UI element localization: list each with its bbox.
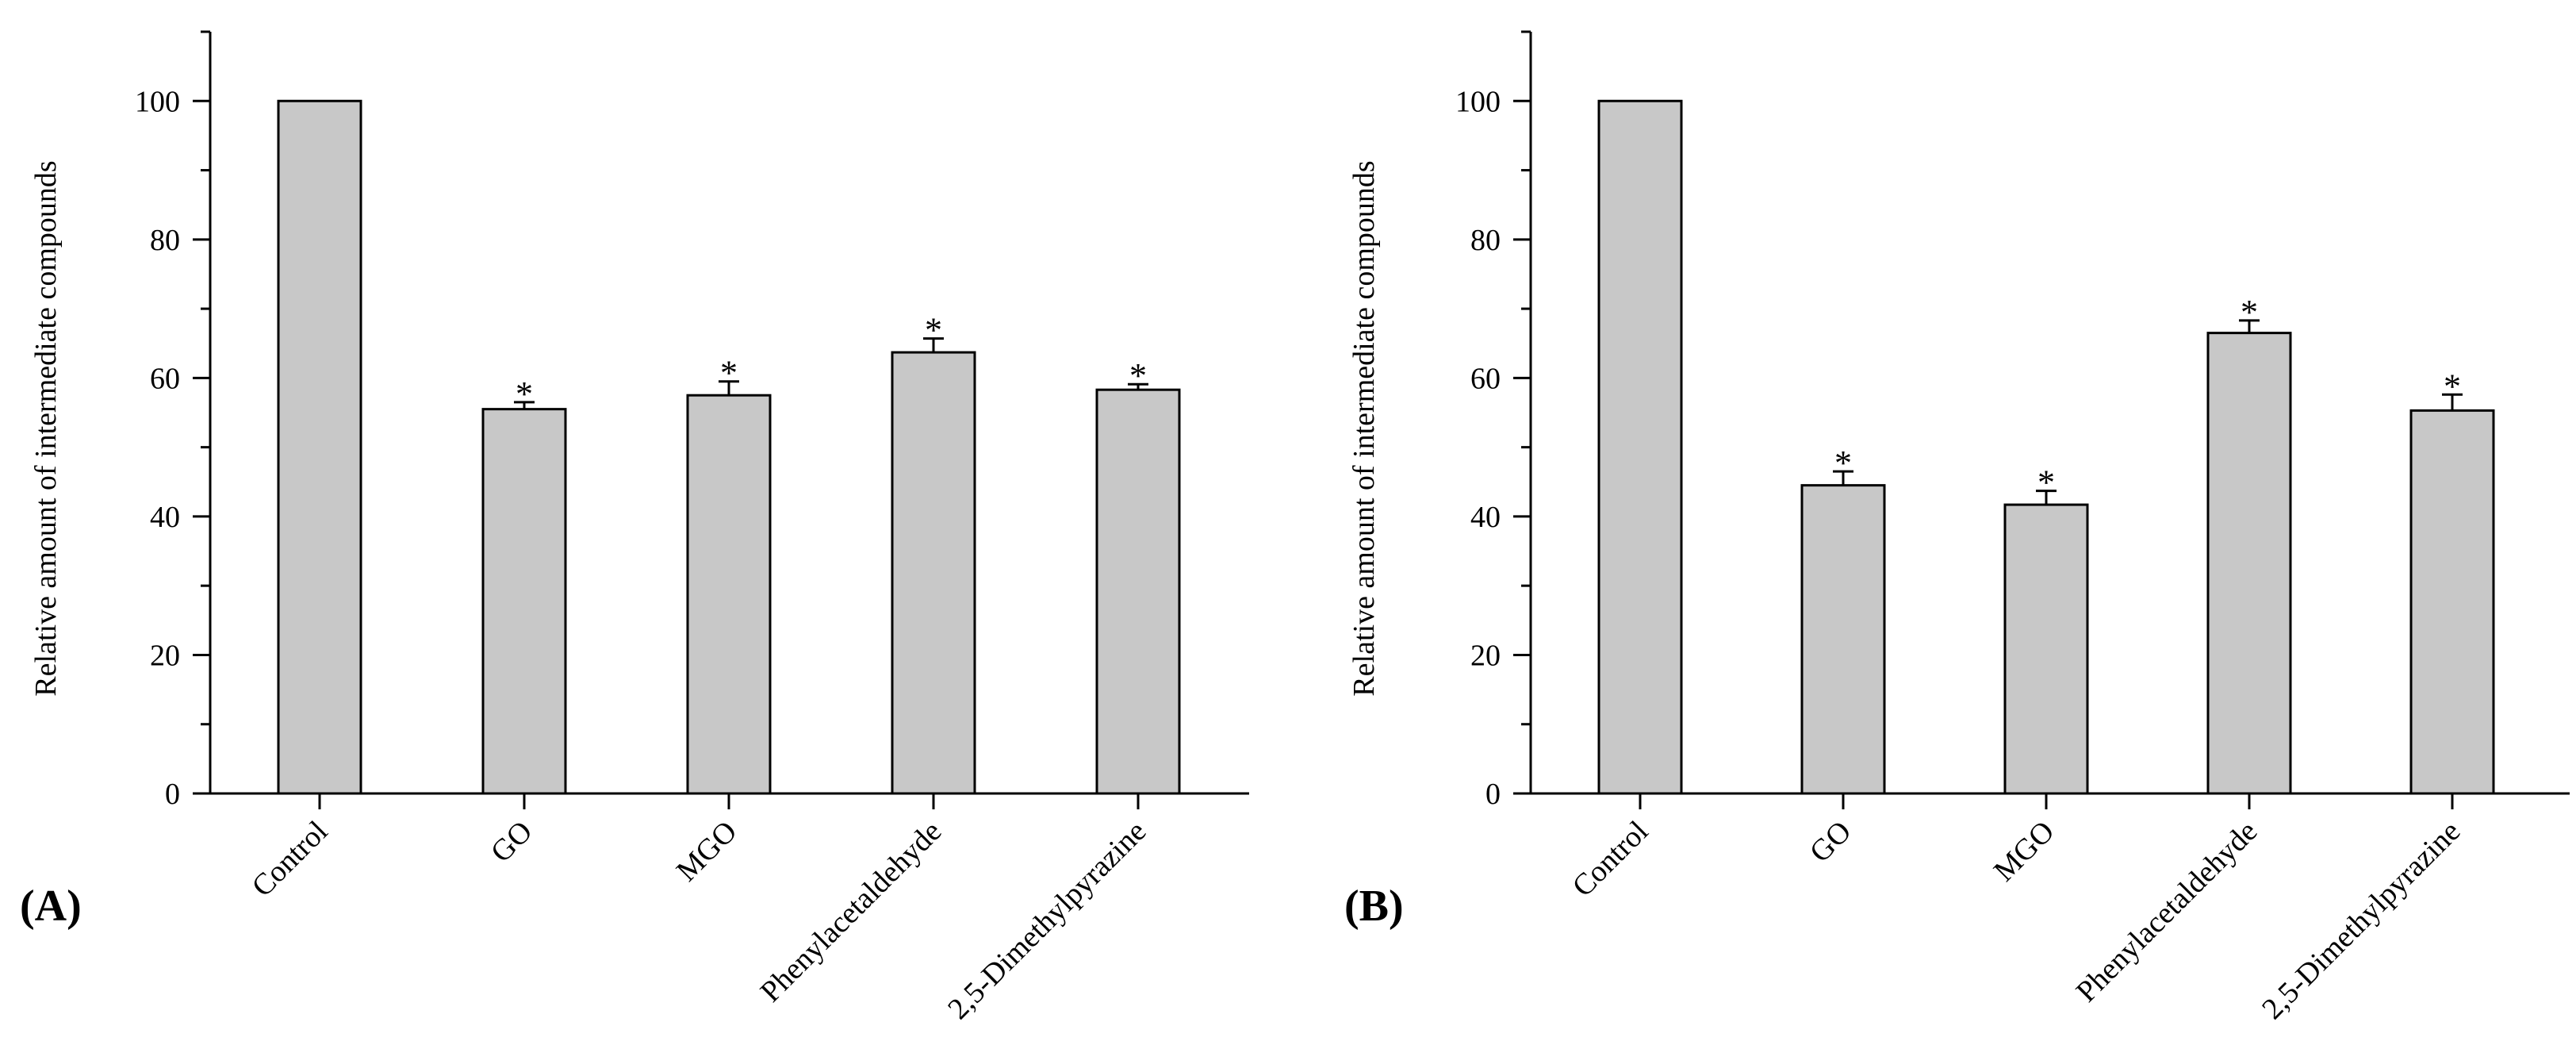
panel-a-chart: 0 20 40 60 80 100 Relative amount of intermedi… (20, 30, 1249, 1026)
x-tick-label: Phenylacetaldehyde (2070, 815, 2264, 1009)
y-tick-label: 20 (150, 639, 180, 672)
y-tick-label: 40 (150, 501, 180, 534)
panel-label: (A) (20, 882, 82, 931)
x-tick-label: 2,5-Dimethylpyrazine (941, 815, 1152, 1026)
significance-marker: * (2444, 367, 2461, 405)
x-tick-label: GO (1804, 815, 1858, 870)
x-tick-label: 2,5-Dimethylpyrazine (2256, 815, 2467, 1026)
y-axis-title: Relative amount of intermediate compound… (29, 160, 63, 696)
bar (1597, 99, 1683, 795)
y-tick-label: 80 (150, 224, 180, 257)
panel-b-chart: 0 20 40 60 80 100 Relative amount of intermedi… (1344, 30, 2570, 1026)
x-tick-label: MGO (1988, 815, 2060, 888)
significance-marker: * (1129, 356, 1147, 395)
bar (277, 99, 362, 795)
bar (686, 394, 772, 795)
significance-marker: * (925, 311, 942, 350)
significance-marker: * (516, 375, 533, 413)
bar (1800, 484, 1886, 795)
y-tick-label: 100 (135, 85, 180, 118)
significance-marker: * (2241, 293, 2258, 332)
bar (2206, 332, 2292, 795)
y-tick-label: 60 (1470, 362, 1501, 395)
y-tick-label: 80 (1470, 224, 1501, 257)
y-tick-label: 0 (1485, 778, 1501, 811)
y-tick-label: 100 (1455, 85, 1501, 118)
significance-marker: * (1834, 444, 1852, 482)
y-tick-label: 0 (165, 778, 180, 811)
y-axis-title: Relative amount of intermediate compound… (1347, 160, 1381, 696)
x-tick-label: Phenylacetaldehyde (754, 815, 949, 1009)
bar (481, 408, 567, 795)
x-tick-label: Control (246, 815, 335, 904)
y-tick-label: 40 (1470, 501, 1501, 534)
significance-marker: * (720, 354, 738, 393)
x-tick-label: GO (485, 815, 539, 870)
panel-label: (B) (1344, 882, 1404, 931)
bar (1095, 388, 1181, 795)
x-tick-label: Control (1566, 815, 1655, 904)
y-tick-label: 60 (150, 362, 180, 395)
bar (2409, 409, 2495, 795)
bar (891, 351, 976, 795)
significance-marker: * (2037, 463, 2055, 502)
x-tick-label: MGO (670, 815, 743, 888)
y-tick-label: 20 (1470, 639, 1501, 672)
bar (2003, 503, 2089, 795)
